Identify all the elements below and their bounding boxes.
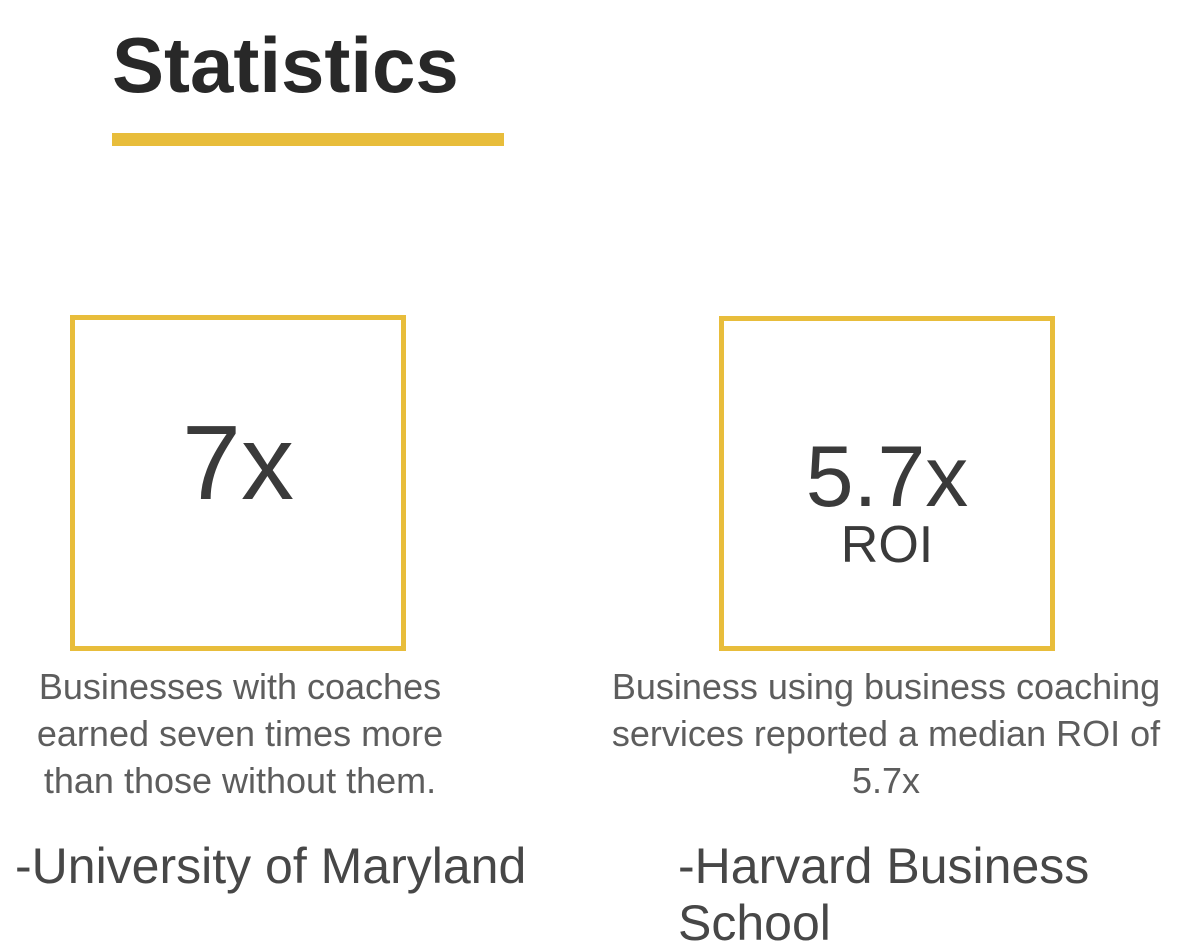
stat-value: 7x [182,404,294,522]
stat-box-roi: 5.7x ROI [719,316,1055,651]
stat-source: -Harvard Business School [678,838,1089,950]
page-title: Statistics [112,21,459,109]
stat-caption-line: Business using business coaching [611,666,1161,707]
stat-source-line: -Harvard Business [678,838,1090,894]
stat-caption: Business using business coaching service… [586,663,1186,804]
title-underline [112,133,504,146]
stat-source-line: -University of Maryland [15,838,527,894]
stat-caption-line: earned seven times more [36,713,444,754]
stat-source-line: School [678,895,831,950]
stat-value: 5.7x [805,428,969,525]
stat-box-coaching-multiplier: 7x [70,315,406,651]
stat-caption-line: than those without them. [43,760,437,801]
stat-source: -University of Maryland [15,838,526,895]
stat-caption: Businesses with coaches earned seven tim… [10,663,470,804]
stat-caption-line: services reported a median ROI of [611,713,1161,754]
stat-caption-line: 5.7x [851,760,921,801]
stat-value-block: 5.7x ROI [805,428,969,574]
stat-subvalue: ROI [840,515,934,574]
stat-caption-line: Businesses with coaches [38,666,442,707]
